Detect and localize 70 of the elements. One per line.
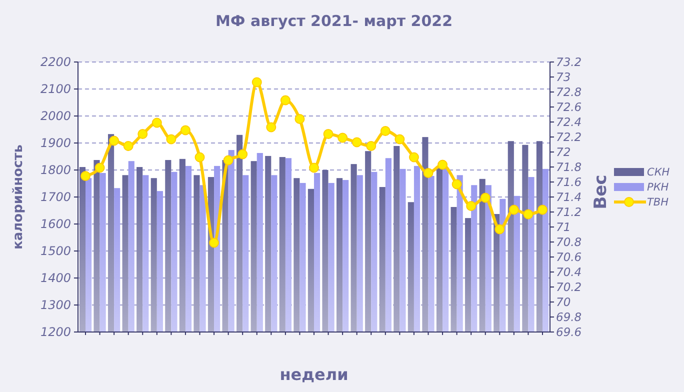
point <box>194 152 205 162</box>
y2-tick-label: 73.2 <box>556 55 582 70</box>
y-tick-label: 1300 <box>40 298 72 312</box>
y2-axis-title: Вес <box>591 174 611 210</box>
point <box>323 129 334 139</box>
point <box>438 160 448 170</box>
point <box>238 149 248 160</box>
point <box>266 122 276 132</box>
point <box>494 224 505 234</box>
point <box>223 155 234 166</box>
y2-tick-label: 71.2 <box>556 205 582 220</box>
y-tick-label: 1500 <box>40 244 72 258</box>
point <box>138 129 148 139</box>
point <box>523 209 534 220</box>
point <box>94 162 105 173</box>
y2-tick-label: 70.4 <box>556 265 582 280</box>
y-tick-label: 1200 <box>40 325 72 340</box>
point <box>338 132 348 143</box>
legend-label: РКН <box>647 182 669 194</box>
point <box>466 201 476 211</box>
y2-tick-label: 69.6 <box>556 325 582 340</box>
legend-label: ТВН <box>647 196 669 209</box>
y-axis-title: калорийность <box>11 144 26 250</box>
y-tick-label: 1600 <box>40 217 72 232</box>
point <box>380 126 390 136</box>
y2-tick-label: 72.8 <box>556 85 582 100</box>
y2-tick-label: 71.4 <box>556 190 582 204</box>
chart-title: МФ август 2021- март 2022 <box>215 12 453 30</box>
point <box>294 114 305 124</box>
point <box>280 95 290 106</box>
y2-tick-label: 72.4 <box>556 115 582 130</box>
y2-tick-label: 72 <box>556 145 571 160</box>
y-tick-label: 1800 <box>40 163 72 178</box>
point <box>538 204 548 215</box>
legend-label: СКН <box>647 166 670 179</box>
point <box>394 134 405 144</box>
y2-tick-label: 71.6 <box>556 175 582 190</box>
point <box>408 152 419 162</box>
y2-tick-label: 70.6 <box>556 250 582 264</box>
point <box>480 192 490 203</box>
y-tick-label: 1400 <box>40 271 72 286</box>
point <box>423 168 434 178</box>
y-tick-label: 2200 <box>40 55 72 70</box>
y2-tick-label: 69.8 <box>556 310 582 324</box>
y2-tick-label: 70 <box>556 295 571 310</box>
point <box>366 141 376 151</box>
y-tick-label: 1900 <box>40 136 72 150</box>
y2-tick-label: 71 <box>556 220 571 234</box>
y2-tick-label: 71.8 <box>556 160 582 174</box>
y-tick-label: 1700 <box>40 190 72 204</box>
point <box>309 162 319 173</box>
y2-tick-label: 72.2 <box>556 130 582 144</box>
point <box>152 118 162 128</box>
point <box>109 136 120 146</box>
point <box>123 141 134 151</box>
y-tick-label: 2100 <box>40 82 72 96</box>
y2-tick-label: 73 <box>556 70 571 84</box>
x-axis-title: недели <box>280 365 348 384</box>
y2-tick-label: 72.6 <box>556 100 582 114</box>
y-tick-label: 2000 <box>40 109 72 124</box>
point <box>352 137 362 148</box>
point <box>80 171 90 181</box>
point <box>452 179 462 190</box>
y2-tick-label: 70.2 <box>556 280 582 294</box>
point <box>508 204 519 215</box>
point <box>166 134 176 144</box>
point <box>252 77 262 88</box>
point <box>180 125 190 136</box>
point <box>209 238 220 248</box>
y2-tick-label: 70.8 <box>556 235 582 250</box>
